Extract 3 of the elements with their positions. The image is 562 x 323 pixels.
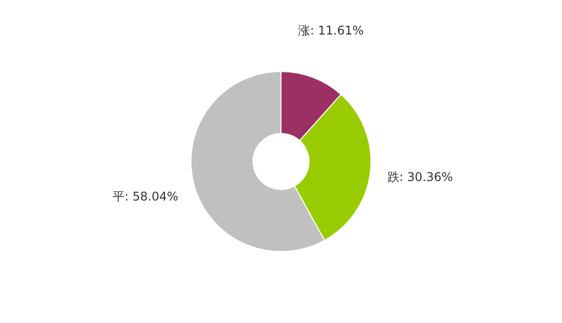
slice-label: 涨: 11.61% <box>298 24 364 38</box>
slice-label: 平: 58.04% <box>112 189 178 204</box>
slice-label: 跌: 30.36% <box>387 170 453 184</box>
